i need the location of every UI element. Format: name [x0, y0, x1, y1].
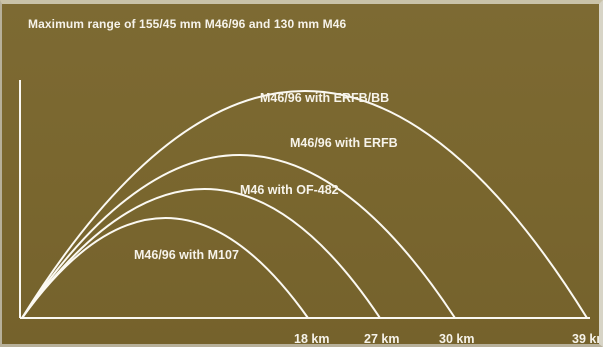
diagram-title: Maximum range of 155/45 mm M46/96 and 13… [28, 17, 347, 31]
tick-label-18km: 18 km [294, 332, 329, 346]
tick-label-30km: 30 km [439, 332, 474, 346]
curve-label-of-482: M46 with OF-482 [240, 183, 339, 197]
curve-label-m107: M46/96 with M107 [134, 248, 239, 262]
trajectory-erfb [21, 154, 456, 319]
trajectory-m107 [21, 217, 309, 319]
curve-label-erfb: M46/96 with ERFB [290, 136, 398, 150]
trajectory-of-482 [21, 188, 381, 319]
tick-label-27km: 27 km [364, 332, 399, 346]
trajectory-diagram: M46/96 with ERFB/BB M46/96 with ERFB M46… [19, 80, 603, 346]
curve-label-erfb-bb: M46/96 with ERFB/BB [260, 91, 389, 105]
trajectory-erfb-bb [21, 90, 588, 319]
tick-label-39km: 39 km [572, 332, 603, 346]
